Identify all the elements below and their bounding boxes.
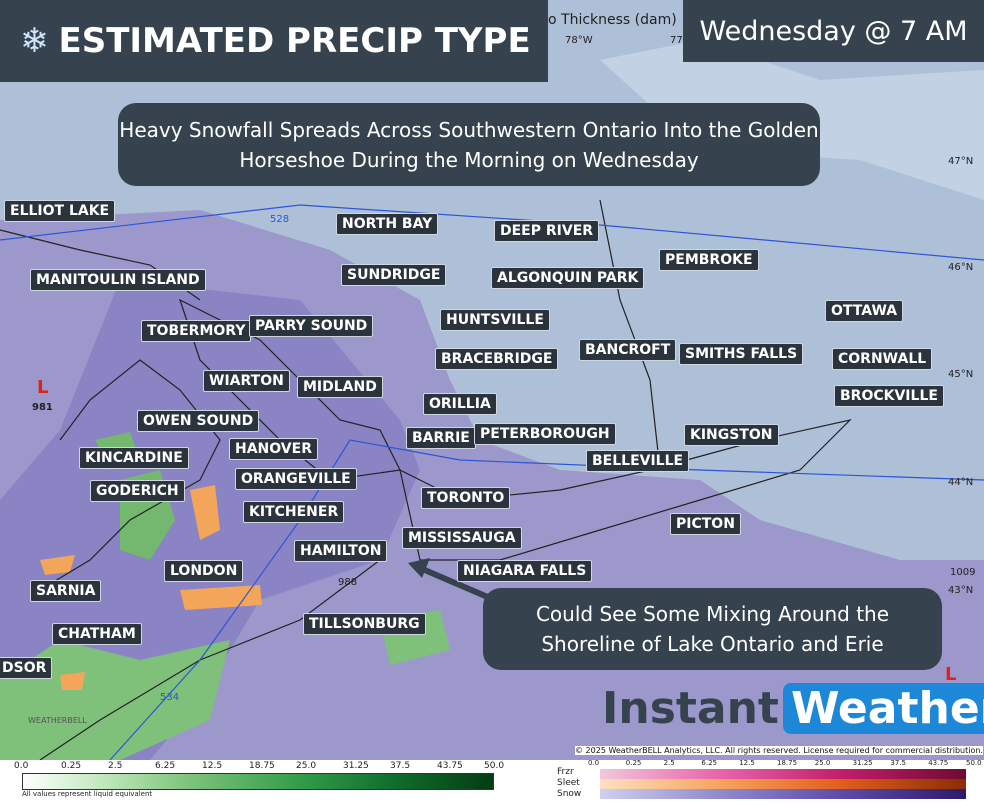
city-label: TORONTO [421, 487, 511, 509]
city-label: LONDON [164, 560, 244, 582]
legend-note: All values represent liquid equivalent [22, 790, 153, 798]
callout: Heavy Snowfall Spreads Across Southweste… [118, 103, 820, 186]
city-label: HUNTSVILLE [440, 309, 550, 331]
pressure-value: 981 [32, 402, 53, 413]
legend-tick: 2.5 [663, 759, 675, 767]
legend-tick: 50.0 [966, 759, 982, 767]
legend-tick: 6.25 [155, 761, 176, 771]
legend-tick: 6.25 [701, 759, 717, 767]
snow-icon: ❄ [20, 21, 49, 61]
legend-tick: 25.0 [814, 759, 831, 767]
legend-bar [600, 769, 966, 779]
contour-label: 528 [270, 214, 289, 225]
city-label: GODERICH [90, 480, 185, 502]
legend-tick: 0.25 [61, 761, 82, 771]
city-label: MANITOULIN ISLAND [30, 269, 206, 291]
city-label: BANCROFT [579, 339, 677, 361]
city-label: MISSISSAUGA [402, 527, 522, 549]
legend-tick: 0.0 [14, 761, 29, 771]
lat-label: 44°N [948, 477, 973, 488]
contour-label: 534 [160, 692, 179, 703]
credit: © 2025 WeatherBELL Analytics, LLC. All r… [575, 746, 983, 755]
legend-tick: 12.5 [202, 761, 223, 771]
contour-label: 988 [338, 577, 357, 588]
map-top-label: o Thickness (dam) [548, 12, 677, 28]
legend-tick: 43.75 [437, 761, 463, 771]
city-label: ALGONQUIN PARK [491, 267, 645, 289]
city-label: WIARTON [203, 370, 290, 392]
legend-tick: 0.0 [588, 759, 600, 767]
legend-tick: 18.75 [249, 761, 275, 771]
lat-label: 45°N [948, 369, 973, 380]
contour-label: 1009 [950, 567, 975, 578]
legend-tick: 25.0 [296, 761, 317, 771]
lat-label: 43°N [948, 585, 973, 596]
arrow [408, 558, 492, 601]
logo-part: Instant [602, 683, 779, 734]
city-label: BARRIE [406, 427, 476, 449]
legend-bar [22, 773, 494, 790]
city-label: KITCHENER [243, 501, 345, 523]
city-label: HAMILTON [294, 540, 388, 562]
legend-tick: 50.0 [484, 761, 505, 771]
city-label: TOBERMORY [141, 320, 252, 342]
small-logo: WEATHERBELL [28, 716, 87, 725]
title-bar: ❄ ESTIMATED PRECIP TYPE [0, 0, 548, 82]
city-label: CORNWALL [832, 348, 933, 370]
city-label: PETERBOROUGH [474, 423, 616, 445]
city-label: KINGSTON [684, 424, 779, 446]
lat-label: 46°N [948, 262, 973, 273]
city-label: BROCKVILLE [834, 385, 944, 407]
city-label: NORTH BAY [336, 213, 439, 235]
legend-row-label: Frzr [557, 767, 574, 777]
logo: Instant Weather [602, 683, 984, 734]
legend-tick: 0.25 [625, 759, 642, 767]
city-label: PEMBROKE [659, 249, 759, 271]
legend-tick: 37.5 [890, 759, 906, 767]
legend-tick: 43.75 [928, 759, 949, 767]
legend-bar [600, 789, 966, 799]
city-label: HANOVER [229, 438, 318, 460]
legend-bar [600, 779, 966, 789]
city-label: SARNIA [30, 580, 102, 602]
legend-tick: 37.5 [390, 761, 411, 771]
city-label: BRACEBRIDGE [435, 348, 559, 370]
legend-tick: 31.25 [852, 759, 873, 767]
city-label: ORANGEVILLE [235, 468, 357, 490]
city-label: NIAGARA FALLS [457, 560, 593, 582]
legend-tick: 2.5 [108, 761, 123, 771]
logo-part: Weather [782, 683, 984, 734]
city-label: SUNDRIDGE [341, 264, 447, 286]
legend-row-label: Snow [557, 789, 582, 799]
city-label: PARRY SOUND [249, 315, 374, 337]
time-box: Wednesday @ 7 AM [683, 0, 984, 62]
lon-label: 77 [670, 35, 683, 46]
city-label: SMITHS FALLS [679, 343, 804, 365]
city-label: OTTAWA [825, 300, 904, 322]
city-label: OWEN SOUND [137, 410, 260, 432]
city-label: DEEP RIVER [494, 220, 600, 242]
city-label: KINCARDINE [79, 447, 189, 469]
legend-row-label: Sleet [557, 778, 580, 788]
legend-tick: 31.25 [343, 761, 369, 771]
lat-label: 47°N [948, 156, 973, 167]
pressure-symbol: L [37, 377, 48, 398]
city-label: TILLSONBURG [303, 613, 426, 635]
city-label: MIDLAND [297, 376, 383, 398]
title: ESTIMATED PRECIP TYPE [58, 21, 531, 61]
lon-label: 78°W [565, 35, 593, 46]
city-label: ORILLIA [423, 393, 497, 415]
legend-tick: 12.5 [739, 759, 755, 767]
city-label: DSOR [0, 657, 53, 679]
pressure-symbol: L [945, 664, 956, 685]
city-label: BELLEVILLE [586, 450, 690, 472]
callout: Could See Some Mixing Around the Shoreli… [483, 588, 942, 670]
legend-tick: 18.75 [777, 759, 798, 767]
city-label: CHATHAM [52, 623, 142, 645]
city-label: PICTON [670, 513, 741, 535]
city-label: ELLIOT LAKE [4, 200, 116, 222]
